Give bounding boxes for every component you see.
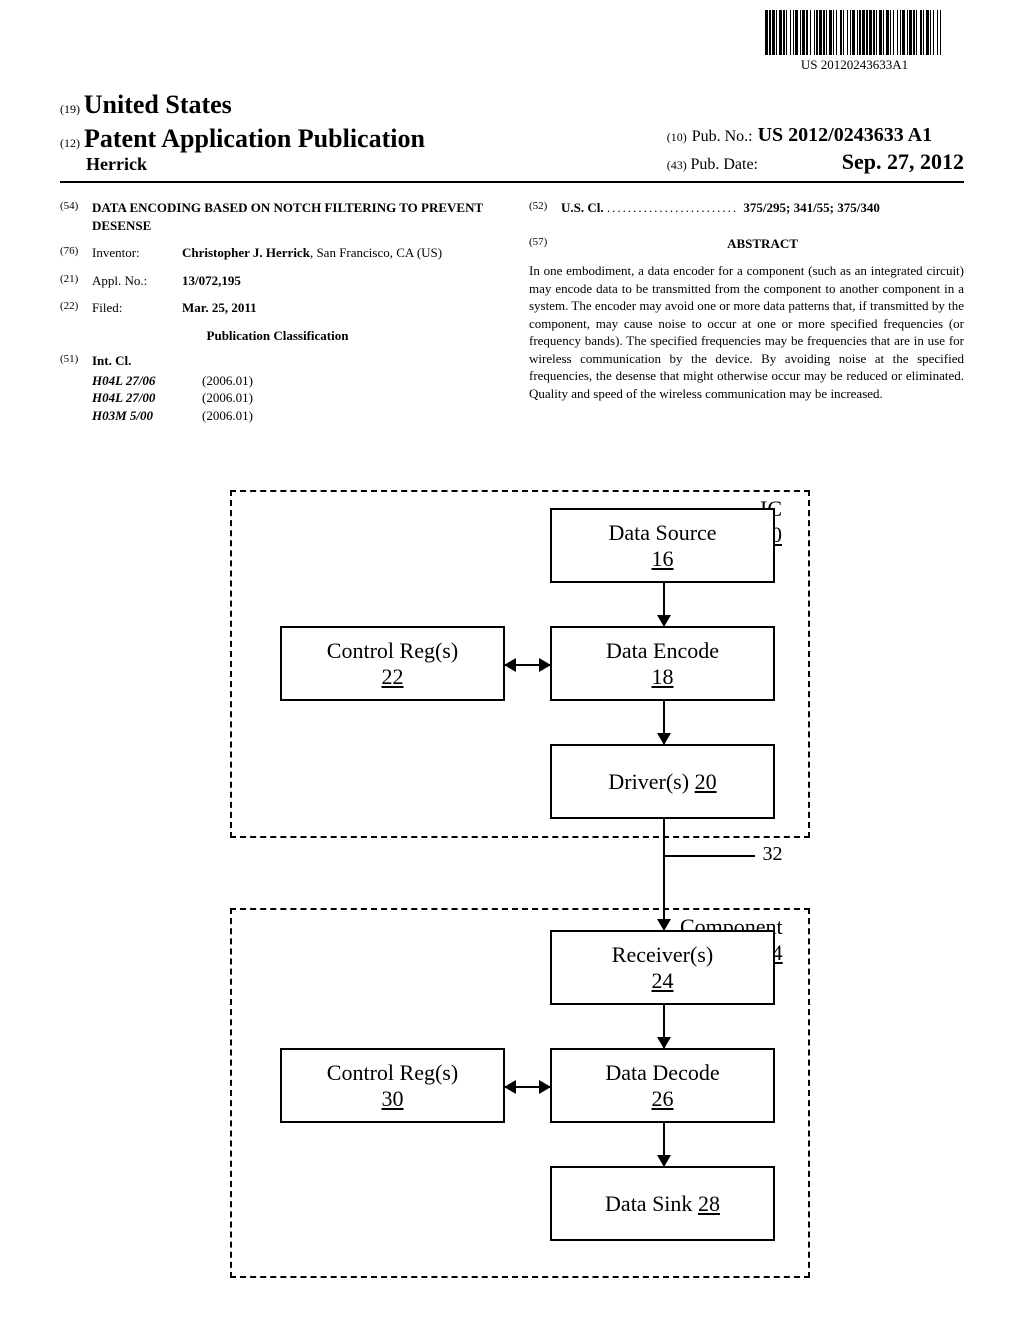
pub-right: (10) Pub. No.: US 2012/0243633 A1 (43) P… — [667, 124, 964, 175]
data-source-ref: 16 — [552, 546, 773, 572]
applno-field: (21) Appl. No.: 13/072,195 — [60, 272, 495, 290]
data-source-box: Data Source 16 — [550, 508, 775, 583]
control-reg-1-box: Control Reg(s) 22 — [280, 626, 505, 701]
abstract-num: (57) — [529, 235, 561, 259]
data-sink-box: Data Sink 28 — [550, 1166, 775, 1241]
title-num: (54) — [60, 199, 92, 234]
abstract-head-row: (57) ABSTRACT — [529, 235, 964, 259]
author-name: Herrick — [86, 154, 425, 175]
data-decode-ref: 26 — [552, 1086, 773, 1112]
pubno-label: Pub. No.: — [692, 128, 753, 145]
pubdate: Sep. 27, 2012 — [842, 149, 964, 174]
inventor-field: (76) Inventor: Christopher J. Herrick, S… — [60, 244, 495, 262]
drivers-box: Driver(s) 20 — [550, 744, 775, 819]
control-reg-2-ref: 30 — [282, 1086, 503, 1112]
intcl-item: H04L 27/00(2006.01) — [92, 389, 495, 407]
filed-field: (22) Filed: Mar. 25, 2011 — [60, 299, 495, 317]
intcl-label: Int. Cl. — [92, 352, 131, 370]
inventor-name: Christopher J. Herrick — [182, 245, 310, 260]
pub-type: Patent Application Publication — [84, 124, 425, 153]
drivers-label: Driver(s) 20 — [552, 769, 773, 795]
abstract-heading: ABSTRACT — [561, 235, 964, 253]
control-reg-1-ref: 22 — [282, 664, 503, 690]
filed-num: (22) — [60, 299, 92, 317]
abstract-text: In one embodiment, a data encoder for a … — [529, 262, 964, 402]
bibliographic-data: (54) DATA ENCODING BASED ON NOTCH FILTER… — [60, 199, 964, 424]
uscl-num: (52) — [529, 199, 561, 217]
uscl-val: U.S. Cl. ......................... 375/2… — [561, 199, 964, 217]
header-divider — [60, 181, 964, 183]
inventor-val: Christopher J. Herrick, San Francisco, C… — [182, 244, 495, 262]
country-line: (19) United States — [60, 90, 964, 120]
receivers-label: Receiver(s) — [552, 942, 773, 968]
receivers-ref: 24 — [552, 968, 773, 994]
pub-prefix: (12) — [60, 136, 80, 150]
pub-left: (12) Patent Application Publication Herr… — [60, 124, 425, 175]
control-reg-1-label: Control Reg(s) — [282, 638, 503, 664]
pubno-prefix: (10) — [667, 130, 687, 144]
data-encode-box: Data Encode 18 — [550, 626, 775, 701]
title-text: DATA ENCODING BASED ON NOTCH FILTERING T… — [92, 199, 495, 234]
filed-val: Mar. 25, 2011 — [182, 299, 495, 317]
intcl-item: H04L 27/06(2006.01) — [92, 372, 495, 390]
uscl-codes: 375/295; 341/55; 375/340 — [743, 200, 880, 215]
uscl-field: (52) U.S. Cl. ......................... … — [529, 199, 964, 217]
right-column: (52) U.S. Cl. ......................... … — [529, 199, 964, 424]
pubno-line: (10) Pub. No.: US 2012/0243633 A1 — [667, 124, 964, 147]
pubdate-line: (43) Pub. Date: Sep. 27, 2012 — [667, 149, 964, 175]
data-encode-label: Data Encode — [552, 638, 773, 664]
pub-class-heading: Publication Classification — [60, 327, 495, 345]
interconnect-lead-line — [665, 855, 755, 857]
applno-num: (21) — [60, 272, 92, 290]
intcl-field: (51) Int. Cl. — [60, 352, 495, 370]
filed-label: Filed: — [92, 299, 182, 317]
data-encode-ref: 18 — [552, 664, 773, 690]
data-decode-box: Data Decode 26 — [550, 1048, 775, 1123]
barcode — [765, 10, 944, 55]
applno-label: Appl. No.: — [92, 272, 182, 290]
header-block: (19) United States (12) Patent Applicati… — [60, 90, 964, 175]
pubdate-label: Pub. Date: — [690, 156, 758, 173]
barcode-text: US 20120243633A1 — [765, 57, 944, 73]
intcl-item: H03M 5/00(2006.01) — [92, 407, 495, 425]
pub-line: (12) Patent Application Publication Herr… — [60, 124, 964, 175]
barcode-region: US 20120243633A1 — [765, 10, 944, 73]
data-decode-label: Data Decode — [552, 1060, 773, 1086]
inventor-num: (76) — [60, 244, 92, 262]
interconnect-ref: 32 — [763, 843, 783, 866]
pubdate-prefix: (43) — [667, 158, 687, 172]
intcl-num: (51) — [60, 352, 92, 370]
inventor-label: Inventor: — [92, 244, 182, 262]
receivers-box: Receiver(s) 24 — [550, 930, 775, 1005]
title-field: (54) DATA ENCODING BASED ON NOTCH FILTER… — [60, 199, 495, 234]
country-prefix: (19) — [60, 102, 80, 116]
pubno: US 2012/0243633 A1 — [758, 124, 932, 146]
country: United States — [84, 90, 232, 119]
left-column: (54) DATA ENCODING BASED ON NOTCH FILTER… — [60, 199, 495, 424]
uscl-label: U.S. Cl. — [561, 200, 604, 215]
uscl-dots: ......................... — [607, 200, 744, 215]
data-source-label: Data Source — [552, 520, 773, 546]
intcl-list: H04L 27/06(2006.01)H04L 27/00(2006.01)H0… — [92, 372, 495, 425]
data-sink-label: Data Sink 28 — [552, 1191, 773, 1217]
applno-val: 13/072,195 — [182, 272, 495, 290]
control-reg-2-label: Control Reg(s) — [282, 1060, 503, 1086]
control-reg-2-box: Control Reg(s) 30 — [280, 1048, 505, 1123]
inventor-loc: , San Francisco, CA (US) — [310, 245, 442, 260]
